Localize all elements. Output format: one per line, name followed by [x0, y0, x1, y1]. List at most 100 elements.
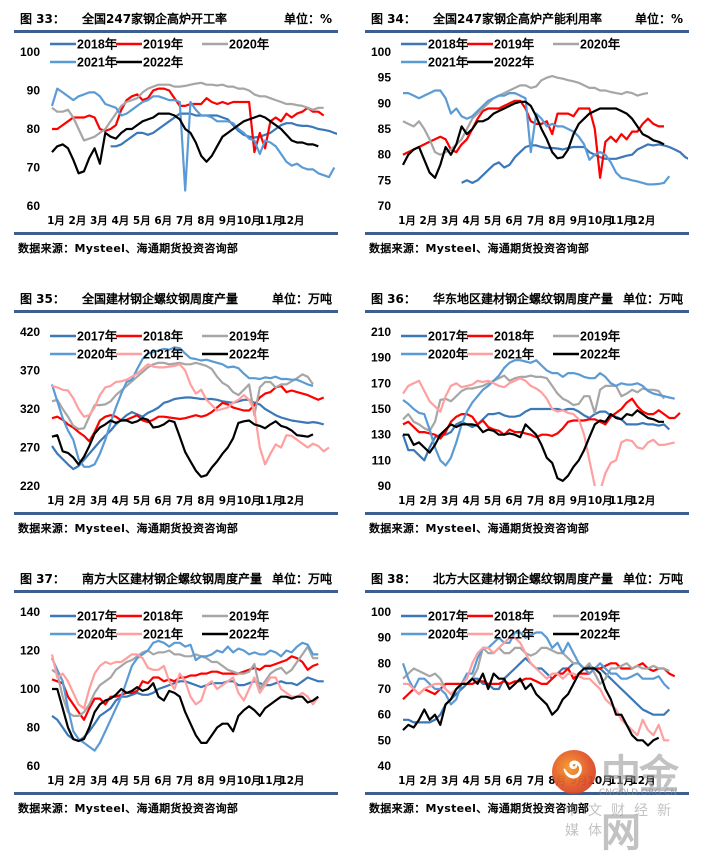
- legend-item: 2017年: [401, 329, 469, 344]
- line-chart: 220 270 320 370 420 1月 2月 3月 4月 5月 6月 7月 8月 9月 10月11月1…: [20, 325, 330, 507]
- series-line-2018: [51, 384, 325, 443]
- y-tick-label: 80: [378, 148, 392, 162]
- chart-title: 全国247家钢企高炉产能利用率: [433, 12, 603, 26]
- series-group: [402, 74, 688, 186]
- x-tick-label: 11月: [258, 495, 283, 507]
- x-tick-label: 11月: [609, 495, 634, 507]
- y-tick-label: 100: [371, 605, 391, 619]
- x-tick-label: 6月: [154, 215, 172, 227]
- x-tick-label: 7月: [176, 495, 194, 507]
- x-tick-label: 10月: [588, 495, 613, 507]
- legend-item: 2021年: [467, 627, 535, 642]
- series-line-2019: [51, 645, 319, 718]
- chart-panel-fig38: 图 38： 北方大区建材钢企螺纹钢周度产量 单位：万吨 40 50 60 70 80 90…: [355, 560, 695, 830]
- legend-label: 2019年: [580, 329, 621, 344]
- y-tick-label: 420: [20, 325, 40, 339]
- x-tick-label: 3月: [90, 215, 108, 227]
- legend-item: 2021年: [116, 347, 184, 362]
- x-tick-label: 11月: [609, 775, 634, 787]
- x-tick-label: 4月: [462, 215, 480, 227]
- legend-label: 2022年: [580, 347, 621, 362]
- x-tick-label: 7月: [176, 775, 194, 787]
- y-tick-label: 70: [378, 199, 392, 213]
- x-tick-label: 6月: [505, 775, 523, 787]
- unit-label: 单位：万吨: [622, 572, 683, 586]
- series-line-2020: [50, 346, 314, 468]
- x-tick-label: 12月: [630, 215, 655, 227]
- y-tick-label: 60: [378, 708, 392, 722]
- footer-rule: [365, 512, 689, 515]
- legend-item: 2018年: [116, 329, 184, 344]
- series-group: [401, 359, 681, 486]
- x-tick-label: 3月: [441, 215, 459, 227]
- series-line-2021: [51, 363, 330, 466]
- x-tick-label: 2月: [420, 495, 438, 507]
- x-tick-label: 6月: [505, 215, 523, 227]
- source-note: 数据来源：Mysteel、海通期货投资咨询部: [369, 242, 590, 255]
- legend-item: 2017年: [50, 329, 118, 344]
- y-tick-label: 80: [378, 656, 392, 670]
- legend-item: 2018年: [467, 609, 535, 624]
- chart-panel-fig35: 图 35： 全国建材钢企螺纹钢周度产量 单位：万吨 220 270 320 370 42…: [4, 280, 344, 550]
- y-tick-label: 320: [20, 402, 40, 416]
- x-tick-label: 7月: [527, 215, 545, 227]
- x-tick-label: 1月: [47, 775, 65, 787]
- x-tick-label: 11月: [258, 215, 283, 227]
- legend-item: 2020年: [401, 347, 469, 362]
- x-tick-label: 9月: [570, 215, 588, 227]
- x-tick-label: 7月: [176, 215, 194, 227]
- source-note: 数据来源：Mysteel、海通期货投资咨询部: [369, 522, 590, 535]
- y-tick-label: 100: [20, 682, 40, 696]
- chart-title: 全国247家钢企高炉开工率: [82, 12, 228, 26]
- legend-item: 2020年: [401, 627, 469, 642]
- x-tick-label: 4月: [462, 495, 480, 507]
- series-line-2022: [51, 112, 319, 175]
- x-tick-label: 5月: [484, 215, 502, 227]
- x-tick-label: 12月: [279, 775, 304, 787]
- x-tick-label: 3月: [90, 495, 108, 507]
- legend-item: 2019年: [116, 37, 184, 52]
- chart-header: 图 38： 北方大区建材钢企螺纹钢周度产量 单位：万吨: [363, 570, 687, 590]
- x-tick-label: 3月: [441, 775, 459, 787]
- unit-label: 单位：万吨: [271, 292, 332, 306]
- legend-item: 2022年: [553, 627, 621, 642]
- source-note: 数据来源：Mysteel、海通期货投资咨询部: [18, 522, 239, 535]
- chart-panel-fig36: 图 36： 华东地区建材钢企螺纹钢周度产量 单位：万吨 90 110 130 150 1…: [355, 280, 695, 550]
- line-chart: 70 75 80 85 90 95 100 1月 2月 3月 4月 5月 6月 7月 8月 9月 10月11月1…: [371, 37, 688, 227]
- legend-label: 2022年: [229, 347, 270, 362]
- x-tick-label: 3月: [441, 495, 459, 507]
- chart-title: 南方大区建材钢企螺纹钢周度产量: [82, 572, 263, 586]
- legend-item: 2021年: [116, 627, 184, 642]
- x-tick-label: 6月: [154, 495, 172, 507]
- legend-item: 2018年: [116, 609, 184, 624]
- legend-label: 2017年: [77, 609, 118, 624]
- x-tick-label: 9月: [570, 495, 588, 507]
- x-tick-label: 1月: [398, 215, 416, 227]
- legend-item: 2020年: [50, 347, 118, 362]
- legend-label: 2021年: [494, 627, 535, 642]
- series-group: [50, 346, 330, 478]
- x-tick-label: 8月: [197, 495, 215, 507]
- y-tick-label: 100: [20, 45, 40, 59]
- source-note: 数据来源：Mysteel、海通期货投资咨询部: [18, 242, 239, 255]
- series-line-2021: [50, 87, 336, 192]
- x-tick-label: 4月: [111, 495, 129, 507]
- series-line-2020: [401, 631, 671, 706]
- series-line-2019: [52, 87, 325, 154]
- series-line-2020: [402, 74, 649, 156]
- series-line-2017: [51, 396, 324, 471]
- y-tick-label: 80: [27, 122, 41, 136]
- y-tick-label: 150: [371, 402, 391, 416]
- legend-item: 2022年: [467, 55, 535, 70]
- series-group: [401, 631, 676, 747]
- y-tick-label: 190: [371, 351, 391, 365]
- y-tick-label: 95: [378, 71, 392, 85]
- header-rule: [365, 30, 689, 33]
- legend-item: 2021年: [401, 55, 469, 70]
- series-line-2022: [52, 682, 319, 744]
- series-group: [50, 639, 324, 752]
- y-tick-label: 220: [20, 479, 40, 493]
- legend-label: 2017年: [428, 329, 469, 344]
- legend-label: 2021年: [143, 627, 184, 642]
- legend-item: 2017年: [401, 609, 469, 624]
